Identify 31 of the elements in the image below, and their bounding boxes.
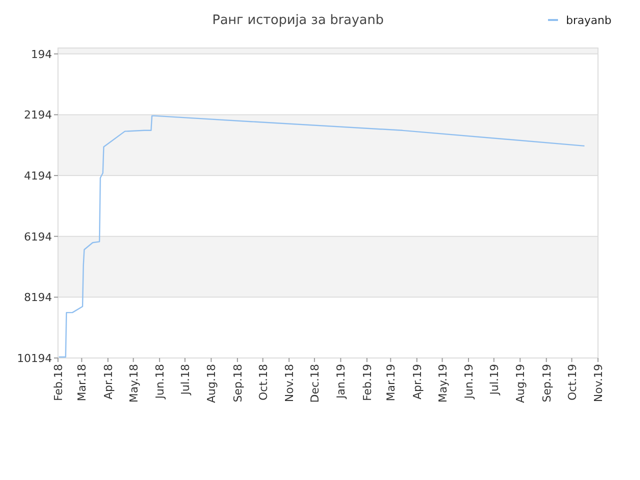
x-tick-label: Sep.19 <box>540 364 554 402</box>
x-tick-label: Feb.19 <box>360 364 374 401</box>
x-tick-label: Aug.18 <box>205 364 218 403</box>
x-tick-label: Jul.18 <box>178 364 192 396</box>
x-tick-label: May.18 <box>127 364 140 403</box>
y-tick-label: 6194 <box>24 230 52 244</box>
x-tick-label: Oct.19 <box>566 364 579 401</box>
y-tick-label: 10194 <box>17 352 52 365</box>
x-tick-label: May.19 <box>436 364 450 403</box>
legend-label: brayanb <box>566 14 612 27</box>
x-tick-label: Jul.19 <box>488 364 501 396</box>
y-tick-label: 8194 <box>24 291 52 304</box>
x-tick-label: Nov.19 <box>592 364 605 402</box>
x-tick-label: Nov.18 <box>283 364 296 402</box>
y-tick-label: 4194 <box>24 170 52 183</box>
x-tick-label: Mar.18 <box>76 364 89 402</box>
y-tick-label: 194 <box>31 48 52 61</box>
x-tick-label: Apr.19 <box>410 364 424 400</box>
x-tick-label: Apr.18 <box>102 364 115 400</box>
x-tick-label: Feb.18 <box>52 364 65 401</box>
x-tick-label: Dec.18 <box>308 364 322 403</box>
line-series <box>58 115 586 358</box>
x-tick-label: Aug.19 <box>514 364 528 403</box>
x-tick-label: Jan.19 <box>334 364 348 400</box>
chart-title: Ранг историја за brayanb <box>212 13 384 28</box>
y-tick-label: 2194 <box>24 108 52 122</box>
x-tick-label: Sep.18 <box>231 364 244 402</box>
x-tick-label: Jun.18 <box>154 364 167 400</box>
x-tick-label: Jun.19 <box>462 364 476 400</box>
x-tick-label: Mar.19 <box>384 364 398 402</box>
x-tick-label: Oct.18 <box>256 364 270 401</box>
